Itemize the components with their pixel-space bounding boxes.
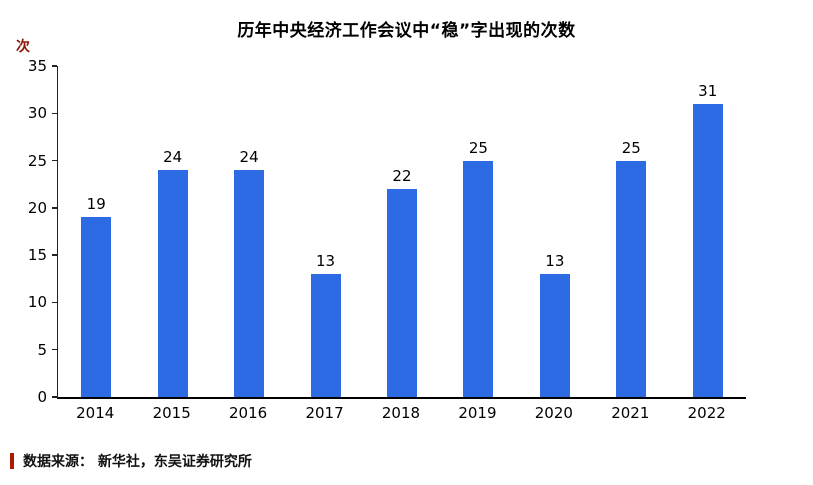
y-tick: 20	[28, 199, 57, 217]
x-tick-label: 2019	[458, 404, 497, 422]
chart-title: 历年中央经济工作会议中“稳”字出现的次数	[237, 21, 576, 41]
y-tick-label: 35	[27, 57, 47, 75]
y-tick-mark	[52, 301, 57, 304]
x-axis-ticks: 2014 2015 2016 2017 2018 2019 2020 2021 2022	[57, 404, 745, 422]
bar-cell: 13	[517, 66, 593, 397]
x-tick-label: 2014	[76, 404, 115, 422]
bar-cell: 25	[440, 66, 516, 397]
source-accent-bar	[10, 453, 14, 469]
y-tick-mark	[52, 254, 57, 256]
y-tick-label: 15	[27, 246, 47, 265]
bar	[386, 188, 417, 397]
x-tick-label: 2015	[152, 404, 191, 422]
bar-value-label: 25	[621, 138, 641, 157]
bar	[81, 217, 112, 397]
bar	[692, 103, 723, 397]
y-tick-label: 10	[27, 293, 47, 312]
y-tick: 30	[28, 104, 57, 122]
x-tick-label: 2020	[534, 404, 573, 422]
y-axis-unit-label: 次	[16, 39, 30, 55]
bar-value-label: 31	[698, 81, 718, 100]
bar-cell: 13	[287, 66, 363, 397]
y-axis-ticks: 0 5 10 15 20 25 30 35	[0, 57, 57, 406]
y-tick: 10	[28, 293, 57, 311]
bar	[234, 170, 265, 397]
plot-area: 19 24 24 13 22 25 13 25 31	[57, 66, 746, 399]
y-tick-label: 25	[27, 151, 47, 170]
bar-cell: 24	[211, 66, 287, 397]
y-tick-label: 20	[27, 198, 47, 217]
bar-value-label: 24	[239, 148, 259, 167]
x-tick-label: 2018	[381, 404, 421, 422]
source-text: 数据来源： 新华社，东吴证券研究所	[23, 454, 252, 470]
bar	[539, 274, 570, 397]
y-tick-mark	[52, 112, 57, 115]
bar-value-label: 13	[315, 252, 336, 271]
y-tick-label: 30	[27, 104, 47, 123]
y-tick-mark	[52, 396, 57, 398]
x-tick-label: 2022	[687, 404, 726, 422]
bar-value-label: 25	[468, 138, 488, 157]
bar	[463, 160, 494, 397]
bar-cell: 31	[670, 66, 746, 397]
y-tick: 25	[28, 152, 57, 170]
bar-cell: 19	[58, 66, 134, 397]
y-tick-mark	[52, 159, 57, 162]
y-tick-label: 5	[37, 340, 47, 359]
bar-cell: 22	[364, 66, 440, 397]
y-tick: 0	[37, 388, 57, 406]
bars-container: 19 24 24 13 22 25 13 25 31	[58, 66, 746, 397]
y-tick: 35	[28, 57, 57, 75]
bar-cell: 24	[134, 66, 210, 397]
bar-value-label: 22	[392, 166, 412, 185]
bar	[616, 160, 647, 397]
x-tick-label: 2021	[611, 404, 650, 422]
y-tick-label: 0	[37, 388, 47, 406]
y-tick: 5	[37, 341, 57, 359]
bar-cell: 25	[593, 66, 669, 397]
source-note: 数据来源： 新华社，东吴证券研究所	[10, 451, 252, 471]
bar-value-label: 24	[163, 148, 183, 167]
y-tick: 15	[28, 246, 57, 264]
bar-value-label: 19	[86, 195, 106, 214]
bar-value-label: 13	[545, 252, 565, 271]
bar	[157, 170, 188, 397]
y-tick-mark	[52, 207, 57, 209]
y-tick-mark	[52, 65, 57, 67]
bar	[310, 274, 341, 397]
x-tick-label: 2016	[229, 404, 268, 422]
x-tick-label: 2017	[305, 404, 344, 422]
y-tick-mark	[52, 348, 57, 351]
